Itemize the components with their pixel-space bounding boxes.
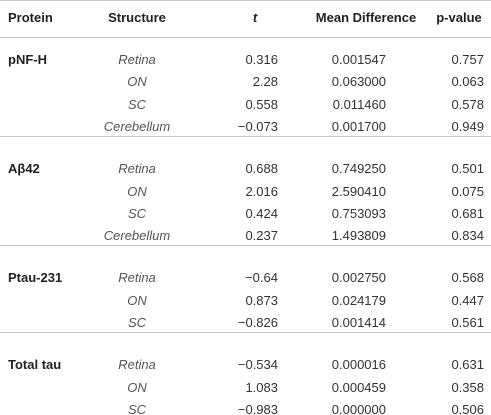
header-cell: Structure [108,10,166,25]
structure-cell: Cerebellum [103,228,171,244]
structure-cell: SC [127,315,147,330]
value-cell: 0.011460 [332,96,386,112]
header-cell: t [252,10,258,25]
value-cell: 1.493809 [331,228,386,244]
value-cell: 0.631 [451,357,484,373]
protein-label: pNF-H [8,52,47,67]
structure-cell: SC [127,401,147,415]
value-cell: 0.424 [245,205,278,221]
value-cell: −0.073 [237,118,278,134]
value-cell: 0.316 [245,52,278,67]
value-cell: 0.749250 [331,161,386,177]
protein-label: Aβ42 [8,161,40,177]
structure-cell: Retina [118,270,156,286]
value-cell: 0.949 [451,118,484,134]
value-cell: 0.001414 [331,315,386,330]
value-cell: 0.000000 [331,401,386,415]
header-cell: Mean Difference [315,10,417,25]
value-cell: 0.237 [245,228,278,244]
value-cell: −0.826 [237,315,278,330]
structure-cell: Retina [118,161,156,177]
value-cell: 0.568 [451,270,484,286]
value-cell: 0.757 [451,52,484,67]
value-cell: −0.534 [237,357,278,373]
header-cell: p-value [436,10,482,25]
protein-label: Total tau [8,357,62,373]
value-cell: 2.590410 [331,183,386,199]
value-cell: 2.016 [245,183,278,199]
value-cell: −0.64 [245,270,278,286]
value-cell: 0.063000 [331,74,386,90]
protein-label: Ptau-231 [8,270,63,286]
row-separator [0,37,491,38]
value-cell: 0.688 [245,161,278,177]
value-cell: 0.578 [451,96,484,112]
value-cell: 1.083 [245,379,278,395]
value-cell: 0.001700 [331,118,386,134]
structure-cell: SC [127,96,147,112]
value-cell: 0.753093 [331,205,386,221]
row-separator [0,332,491,334]
structure-cell: Retina [118,52,156,67]
value-cell: 0.681 [451,205,484,221]
value-cell: 0.558 [245,96,278,112]
value-cell: 0.075 [451,183,484,199]
value-cell: 0.501 [451,161,484,177]
value-cell: 0.447 [451,292,484,308]
row-separator [0,0,491,1]
structure-cell: ON [127,292,147,308]
structure-cell: Cerebellum [103,118,171,134]
row-separator [0,136,491,138]
value-cell: 0.000459 [331,379,386,395]
value-cell: 0.358 [451,379,484,395]
header-cell: Protein [8,10,53,25]
structure-cell: ON [127,183,147,199]
value-cell: 0.561 [451,315,484,330]
value-cell: 0.002750 [331,270,386,286]
value-cell: 2.28 [252,74,278,90]
row-separator [0,245,491,247]
value-cell: 0.024179 [331,292,386,308]
value-cell: −0.983 [237,401,278,415]
structure-cell: Retina [118,357,156,373]
structure-cell: ON [127,74,147,90]
value-cell: 0.000016 [331,357,386,373]
value-cell: 0.063 [451,74,484,90]
value-cell: 0.834 [451,228,484,244]
value-cell: 0.001547 [331,52,386,67]
value-cell: 0.506 [451,401,484,415]
value-cell: 0.873 [245,292,278,308]
structure-cell: SC [127,205,147,221]
structure-cell: ON [127,379,147,395]
